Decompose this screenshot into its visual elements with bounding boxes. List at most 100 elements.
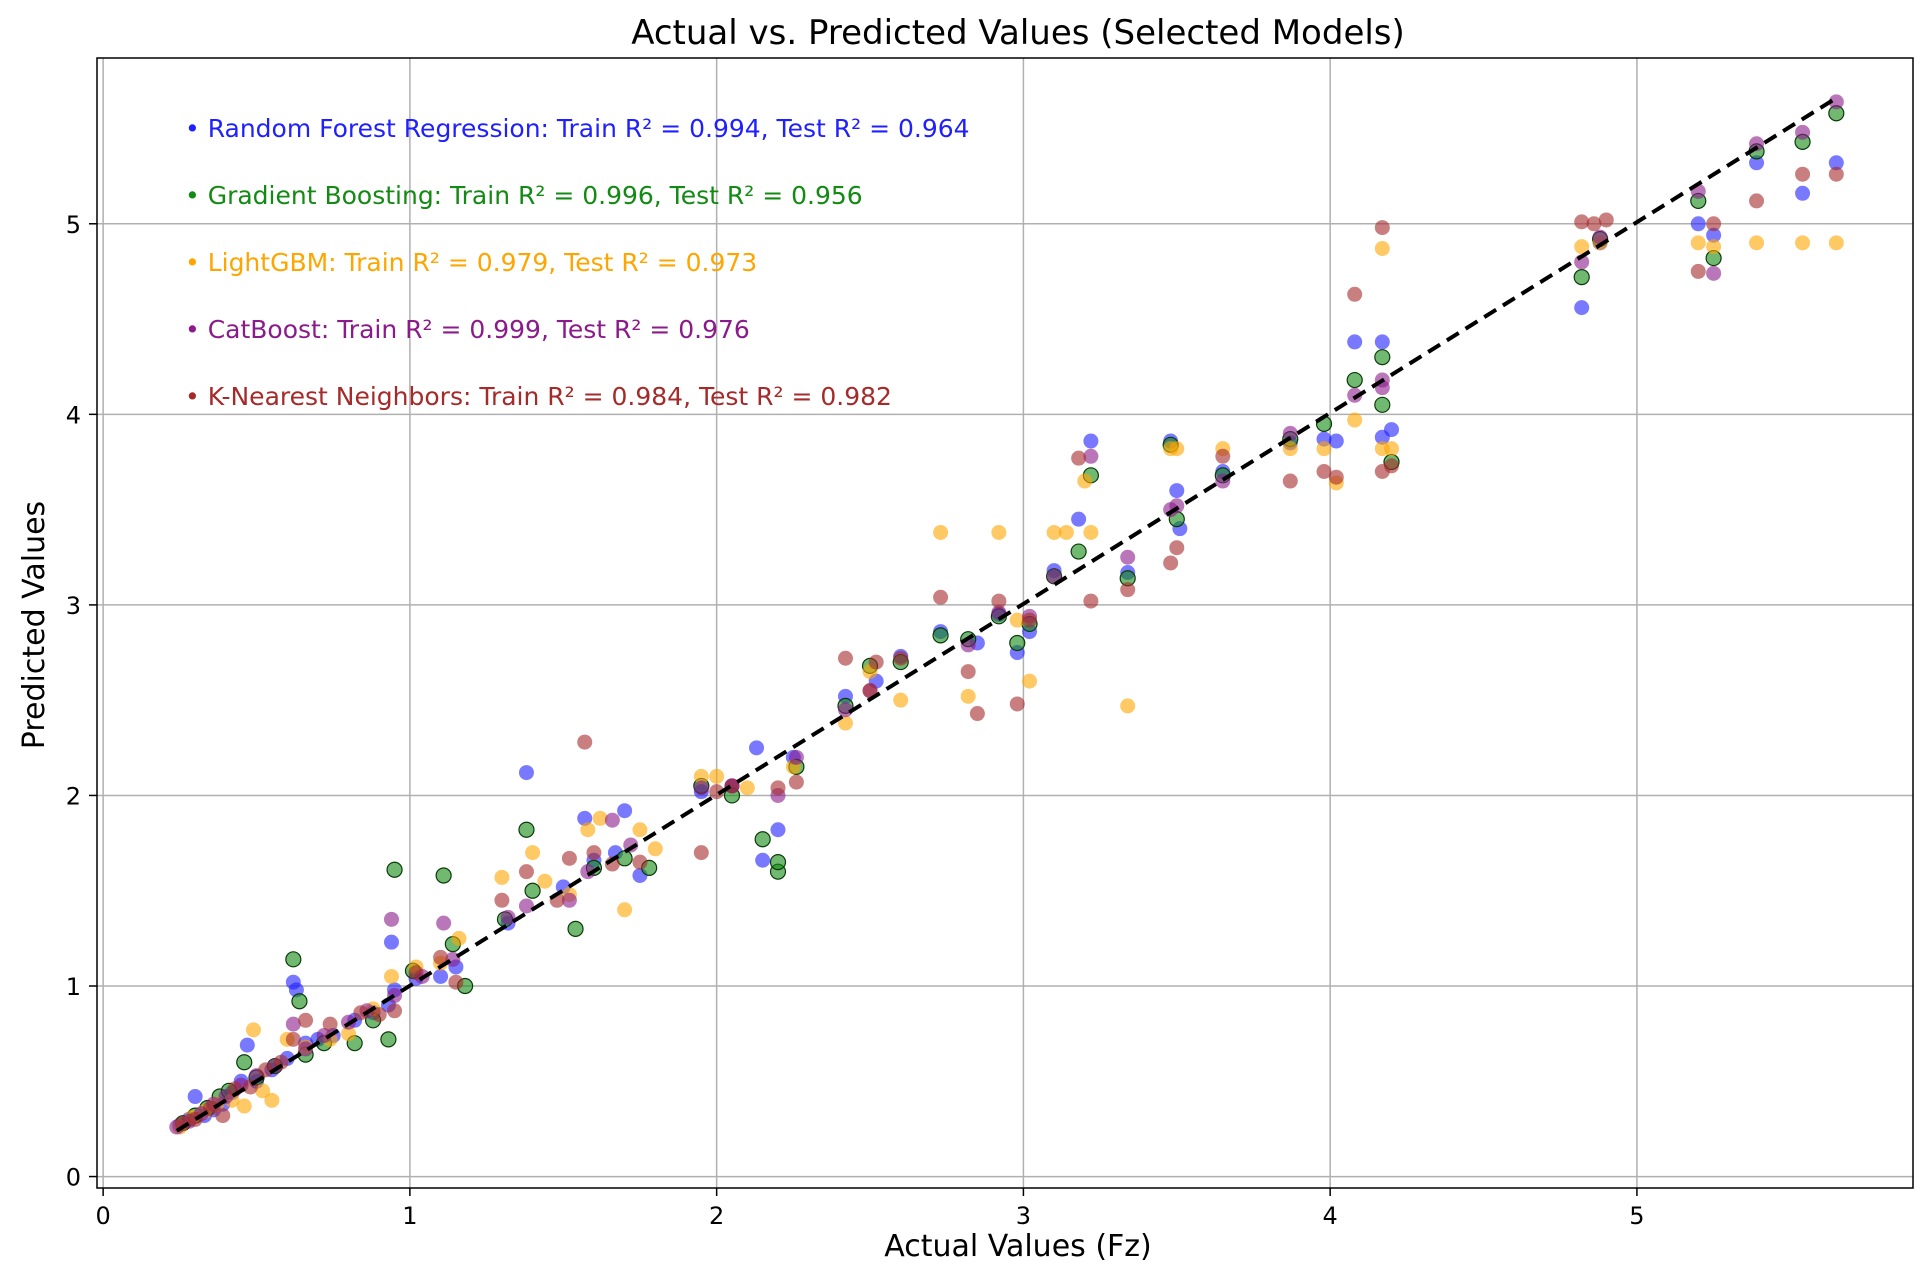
data-point [1706,265,1722,281]
data-point [893,692,909,708]
model-annotation: • Gradient Boosting: Train R² = 0.996, T… [185,181,863,210]
data-point [316,1028,332,1044]
data-point [1828,235,1844,251]
data-point [1282,473,1298,489]
data-point [1374,241,1390,257]
data-point [561,892,577,908]
data-point [1215,448,1231,464]
data-point [1071,450,1087,466]
data-point [1384,422,1400,438]
data-point [1598,212,1614,228]
data-point [1347,286,1363,302]
data-point [525,845,541,861]
data-point [387,1003,403,1019]
data-point [1046,524,1062,540]
data-point [788,774,804,790]
data-point [693,845,709,861]
data-point [561,850,577,866]
y-tick-label: 3 [66,592,81,620]
data-point [187,1089,203,1105]
model-annotation: • LightGBM: Train R² = 0.979, Test R² = … [185,248,757,277]
data-point [258,1062,274,1078]
data-point [837,650,853,666]
data-point [933,524,949,540]
model-annotation: • K-Nearest Neighbors: Train R² = 0.984,… [185,382,892,411]
x-tick-label: 2 [709,1202,724,1230]
data-point [448,974,464,990]
data-point [1009,696,1025,712]
data-point [236,1054,253,1071]
data-point [408,965,424,981]
chart-title: Actual vs. Predicted Values (Selected Mo… [631,13,1405,53]
data-point [494,869,510,885]
data-point [960,688,976,704]
data-point [518,898,534,914]
data-points [169,94,1845,1135]
data-point [1574,300,1590,316]
reference-line [175,96,1838,1133]
data-point [617,803,633,819]
data-point [518,821,535,838]
data-point [632,854,648,870]
data-point [1706,216,1722,232]
data-point [770,822,786,838]
data-point [1706,239,1722,255]
data-point [932,627,949,644]
data-point [969,706,985,722]
data-point [868,654,884,670]
data-point [577,734,593,750]
data-point [991,524,1007,540]
data-point [1328,469,1344,485]
data-point [617,902,633,918]
data-point [580,864,596,880]
y-tick-label: 1 [66,973,81,1001]
data-point [1071,511,1087,527]
y-tick-label: 2 [66,782,81,810]
data-point [749,740,765,756]
x-tick-label: 3 [1016,1202,1031,1230]
data-point [1022,612,1038,628]
data-point [933,589,949,605]
data-point [1328,433,1344,449]
data-point [1316,464,1332,480]
x-tick-label: 1 [402,1202,417,1230]
data-point [1749,136,1765,152]
data-point [1046,568,1062,584]
data-point [341,1026,357,1042]
data-point [1347,334,1363,350]
y-tick-label: 0 [66,1164,81,1192]
data-point [291,993,308,1010]
data-point [239,1037,255,1053]
x-tick-label: 5 [1629,1202,1644,1230]
model-annotation: • CatBoost: Train R² = 0.999, Test R² = … [185,315,750,344]
data-point [837,702,853,718]
data-point [1009,612,1025,628]
data-point [1795,166,1811,182]
data-point [770,780,786,796]
data-point [1384,458,1400,474]
data-point [1828,94,1844,110]
data-point [1083,593,1099,609]
data-point [1347,387,1363,403]
data-point [433,968,449,984]
x-tick-label: 4 [1323,1202,1338,1230]
data-point [862,683,878,699]
data-point [236,1098,252,1114]
data-point [380,1031,397,1048]
data-point [1374,349,1391,366]
data-point [1316,441,1332,457]
data-point [1749,155,1765,171]
data-point [1120,549,1136,565]
data-point [1573,269,1590,286]
data-point [500,909,516,925]
data-point [1795,235,1811,251]
data-point [592,810,608,826]
data-point [1083,448,1099,464]
axis-ticks: 0 1 2 3 4 5 0 1 2 3 4 5 [66,211,1645,1230]
data-point [1009,634,1026,652]
data-point [754,831,771,848]
data-point [1374,396,1391,413]
data-point [1690,263,1706,279]
data-point [1574,239,1590,255]
